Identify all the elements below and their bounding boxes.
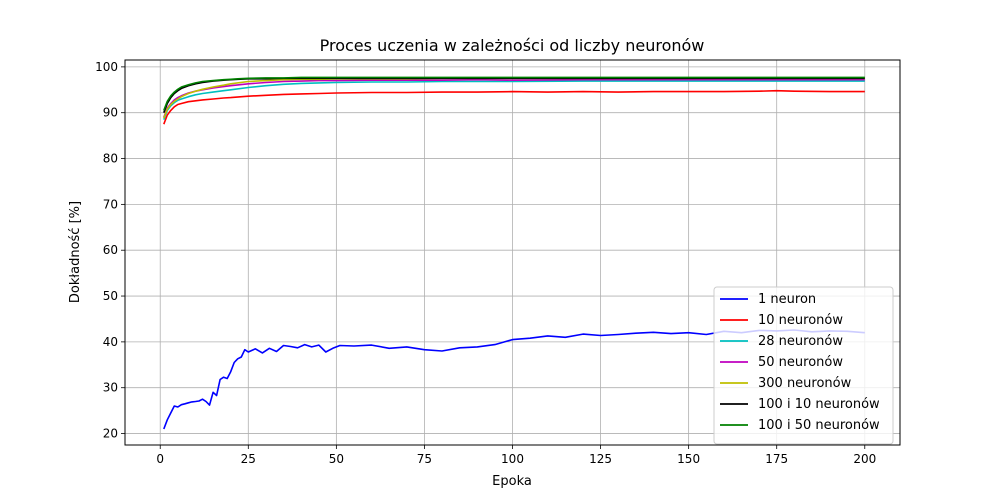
x-tick-label: 100 — [501, 452, 524, 466]
y-tick-label: 60 — [103, 243, 118, 257]
series-line-4 — [163, 78, 865, 118]
x-tick-label: 25 — [241, 452, 256, 466]
y-tick-label: 100 — [95, 60, 118, 74]
legend-label: 100 i 50 neuronów — [758, 418, 880, 433]
series-line-7 — [163, 76, 865, 111]
x-tick-label: 75 — [417, 452, 432, 466]
series-line-2 — [163, 89, 865, 125]
y-tick-label: 40 — [103, 335, 118, 349]
x-axis-label: Epoka — [492, 474, 532, 489]
legend-label: 50 neuronów — [758, 355, 843, 370]
x-tick-label: 200 — [853, 452, 876, 466]
series-layer — [163, 76, 865, 430]
x-tick-label: 150 — [677, 452, 700, 466]
series-line-1 — [163, 329, 865, 430]
x-tick-label: 125 — [589, 452, 612, 466]
y-tick-label: 20 — [103, 427, 118, 441]
series-line-6 — [163, 77, 865, 113]
legend-label: 10 neuronów — [758, 313, 843, 328]
legend-label: 100 i 10 neuronów — [758, 397, 880, 412]
y-tick-label: 30 — [103, 381, 118, 395]
y-tick-label: 90 — [103, 106, 118, 120]
legend-label: 300 neuronów — [758, 376, 852, 391]
legend-label: 1 neuron — [758, 292, 816, 307]
legend-box — [713, 286, 894, 445]
chart-title: Proces uczenia w zależności od liczby ne… — [320, 36, 705, 55]
x-tick-label: 0 — [156, 452, 164, 466]
legend: 1 neuron 10 neuronów 28 neuronów 50 neuronó… — [713, 286, 894, 445]
y-tick-label: 80 — [103, 152, 118, 166]
y-tick-label: 50 — [103, 289, 118, 303]
legend-label: 28 neuronów — [758, 334, 843, 349]
x-tick-label: 50 — [329, 452, 344, 466]
ticks: 0 25 50 75 100 125 150 175 200 20 30 40 50 60 70 80 90 10… — [95, 60, 876, 466]
y-tick-label: 70 — [103, 197, 118, 211]
series-line-3 — [163, 80, 865, 120]
x-tick-label: 175 — [765, 452, 788, 466]
y-axis-label: Dokładność [%] — [68, 201, 83, 303]
